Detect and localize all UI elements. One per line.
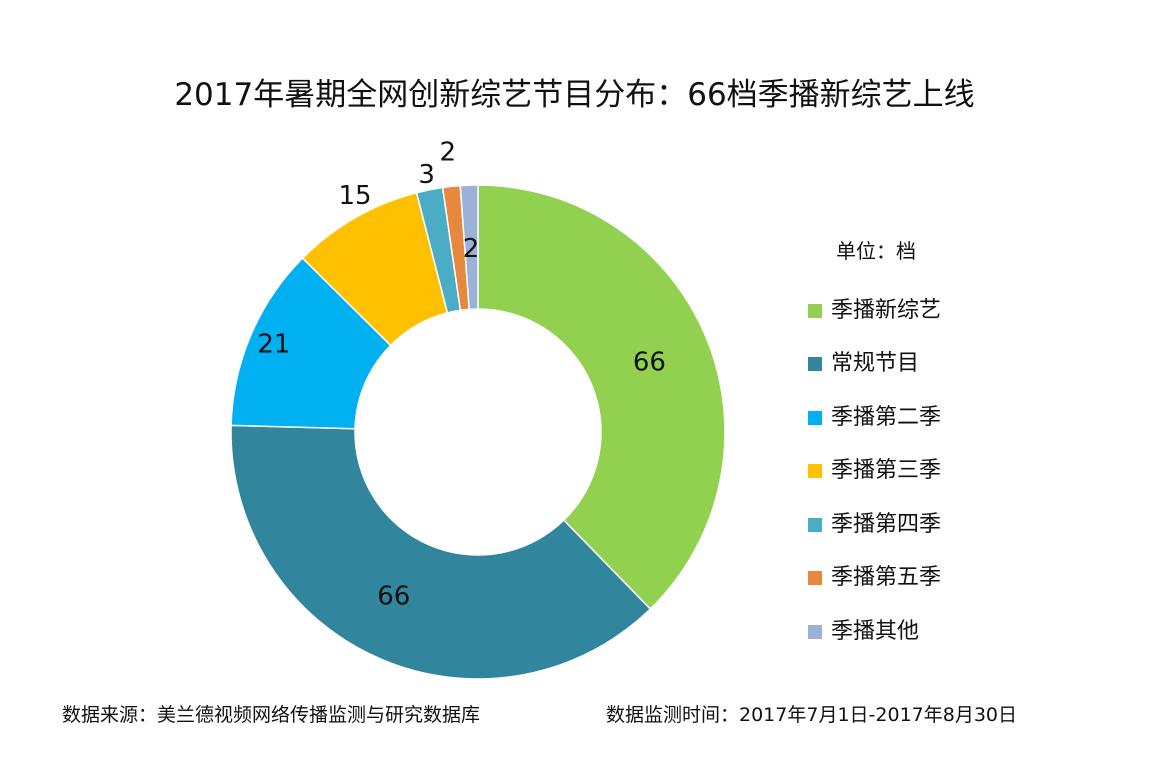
legend-item-季播第三季: 季播第三季 (808, 445, 941, 499)
data-label-季播其他: 2 (463, 234, 480, 264)
legend-item-季播第二季: 季播第二季 (808, 391, 941, 445)
legend-swatch (808, 357, 822, 372)
legend-swatch (808, 517, 822, 532)
data-label-季播新综艺: 66 (633, 347, 666, 377)
legend-label: 季播第二季 (831, 404, 942, 430)
legend-swatch (808, 571, 822, 586)
legend-label: 常规节目 (831, 351, 920, 377)
legend-swatch (808, 410, 822, 425)
data-label-季播第三季: 15 (338, 181, 371, 211)
monitoring-period-note: 数据监测时间：2017年7月1日-2017年8月30日 (606, 704, 1018, 726)
data-source-note: 数据来源：美兰德视频网络传播监测与研究数据库 (62, 704, 481, 726)
data-label-季播第五季: 2 (440, 138, 457, 168)
legend-label: 季播其他 (831, 618, 920, 644)
data-label-季播第四季: 3 (418, 160, 435, 190)
legend-item-季播第四季: 季播第四季 (808, 498, 941, 552)
legend-label: 季播第五季 (831, 565, 942, 591)
legend-items: 季播新综艺常规节目季播第二季季播第三季季播第四季季播第五季季播其他 (808, 284, 941, 659)
donut-slices (230, 184, 726, 680)
slice-常规节目 (230, 424, 652, 680)
slice-季播新综艺 (477, 184, 726, 611)
legend-unit-label: 单位：档 (836, 239, 916, 263)
legend-item-常规节目: 常规节目 (808, 338, 941, 392)
legend-label: 季播第四季 (831, 511, 942, 537)
data-label-常规节目: 66 (377, 582, 410, 612)
legend-swatch (808, 303, 822, 318)
legend-label: 季播新综艺 (831, 297, 942, 323)
legend-label: 季播第三季 (831, 458, 942, 484)
slice-季播其他 (459, 184, 479, 311)
data-label-季播第二季: 21 (257, 330, 290, 360)
legend-swatch (808, 624, 822, 639)
legend-item-季播新综艺: 季播新综艺 (808, 284, 941, 338)
legend-swatch (808, 464, 822, 479)
legend-item-季播其他: 季播其他 (808, 605, 941, 659)
chart-title: 2017年暑期全网创新综艺节目分布：66档季播新综艺上线 (174, 77, 975, 113)
legend-item-季播第五季: 季播第五季 (808, 552, 941, 606)
